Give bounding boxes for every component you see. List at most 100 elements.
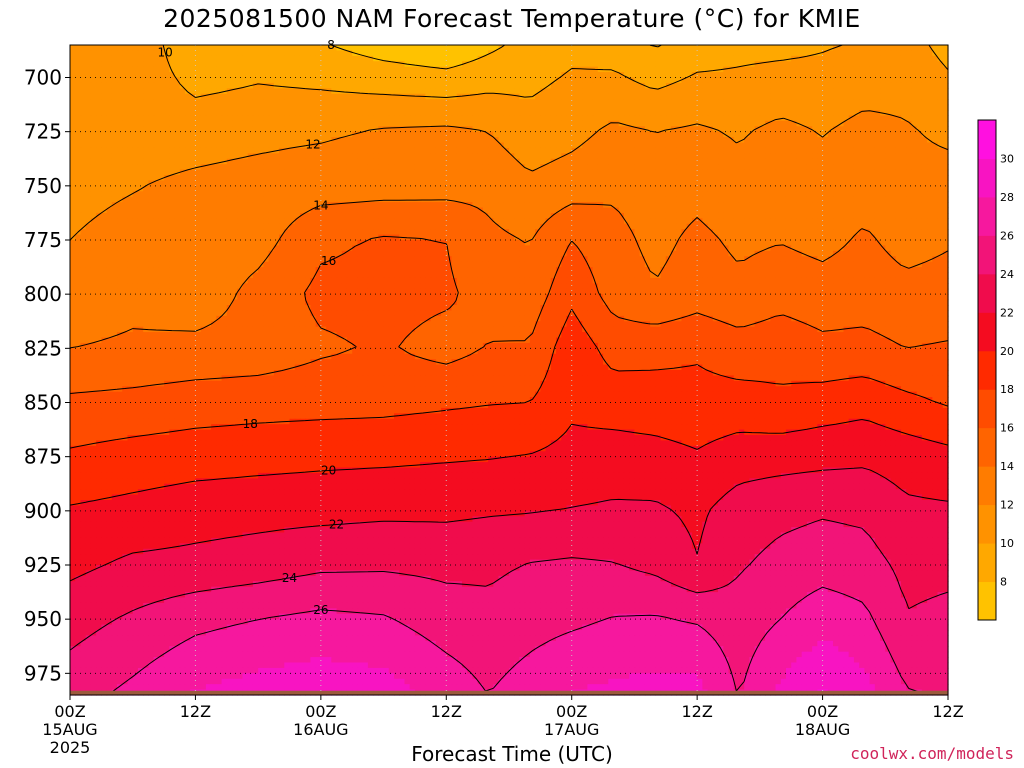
heatmap-cell xyxy=(802,88,808,94)
heatmap-cell xyxy=(326,61,332,67)
heatmap-cell xyxy=(619,105,625,111)
heatmap-cell xyxy=(80,164,86,170)
heatmap-cell xyxy=(112,148,118,154)
heatmap-cell xyxy=(525,105,531,111)
heatmap-cell xyxy=(681,191,687,197)
heatmap-cell xyxy=(242,175,248,181)
heatmap-cell xyxy=(425,143,431,149)
heatmap-cell xyxy=(237,132,243,138)
heatmap-cell xyxy=(681,148,687,154)
heatmap-cell xyxy=(770,83,776,89)
heatmap-cell xyxy=(556,105,562,111)
heatmap-cell xyxy=(593,83,599,89)
heatmap-cell xyxy=(154,153,160,159)
heatmap-cell xyxy=(378,115,384,121)
heatmap-cell xyxy=(138,191,144,197)
heatmap-cell xyxy=(614,88,620,94)
heatmap-cell xyxy=(404,88,410,94)
heatmap-cell xyxy=(175,143,181,149)
heatmap-cell xyxy=(295,115,301,121)
heatmap-cell xyxy=(472,191,478,197)
heatmap-cell xyxy=(692,153,698,159)
heatmap-cell xyxy=(880,197,886,203)
heatmap-cell xyxy=(237,137,243,143)
heatmap-cell xyxy=(195,191,201,197)
heatmap-cell xyxy=(514,143,520,149)
heatmap-cell xyxy=(122,110,128,116)
heatmap-cell xyxy=(849,126,855,132)
heatmap-cell xyxy=(352,110,358,116)
heatmap-cell xyxy=(195,121,201,127)
heatmap-cell xyxy=(410,164,416,170)
heatmap-cell xyxy=(891,99,897,105)
heatmap-cell xyxy=(718,143,724,149)
heatmap-cell xyxy=(493,153,499,159)
heatmap-cell xyxy=(891,159,897,165)
heatmap-cell xyxy=(634,148,640,154)
heatmap-cell xyxy=(185,61,191,67)
heatmap-cell xyxy=(896,88,902,94)
heatmap-cell xyxy=(222,180,228,186)
heatmap-cell xyxy=(556,121,562,127)
heatmap-cell xyxy=(650,202,656,208)
heatmap-cell xyxy=(843,50,849,56)
heatmap-cell xyxy=(624,175,630,181)
heatmap-cell xyxy=(514,191,520,197)
heatmap-cell xyxy=(854,78,860,84)
heatmap-cell xyxy=(603,159,609,165)
heatmap-cell xyxy=(702,148,708,154)
heatmap-cell xyxy=(143,175,149,181)
heatmap-cell xyxy=(425,164,431,170)
heatmap-cell xyxy=(363,78,369,84)
heatmap-cell xyxy=(713,164,719,170)
heatmap-cell xyxy=(854,45,860,51)
heatmap-cell xyxy=(901,175,907,181)
heatmap-cell xyxy=(227,148,233,154)
heatmap-cell xyxy=(629,115,635,121)
heatmap-cell xyxy=(593,88,599,94)
heatmap-cell xyxy=(263,175,269,181)
heatmap-cell xyxy=(488,137,494,143)
heatmap-cell xyxy=(802,67,808,73)
heatmap-cell xyxy=(290,186,296,192)
heatmap-cell xyxy=(86,94,92,100)
heatmap-cell xyxy=(410,186,416,192)
heatmap-cell xyxy=(833,67,839,73)
heatmap-cell xyxy=(143,143,149,149)
heatmap-cell xyxy=(906,99,912,105)
heatmap-cell xyxy=(467,121,473,127)
heatmap-cell xyxy=(624,83,630,89)
heatmap-cell xyxy=(577,45,583,51)
heatmap-cell xyxy=(723,186,729,192)
heatmap-cell xyxy=(556,197,562,203)
heatmap-cell xyxy=(467,164,473,170)
heatmap-cell xyxy=(901,94,907,100)
heatmap-cell xyxy=(159,94,165,100)
heatmap-cell xyxy=(378,191,384,197)
heatmap-cell xyxy=(614,45,620,51)
heatmap-cell xyxy=(143,170,149,176)
heatmap-cell xyxy=(452,45,458,51)
heatmap-cell xyxy=(410,56,416,62)
heatmap-cell xyxy=(441,88,447,94)
heatmap-cell xyxy=(593,78,599,84)
heatmap-cell xyxy=(885,56,891,62)
heatmap-cell xyxy=(337,175,343,181)
heatmap-cell xyxy=(337,197,343,203)
heatmap-cell xyxy=(504,159,510,165)
heatmap-cell xyxy=(180,175,186,181)
heatmap-cell xyxy=(645,132,651,138)
heatmap-cell xyxy=(556,50,562,56)
heatmap-cell xyxy=(154,126,160,132)
heatmap-cell xyxy=(587,191,593,197)
heatmap-cell xyxy=(504,126,510,132)
heatmap-cell xyxy=(148,67,154,73)
heatmap-cell xyxy=(582,132,588,138)
heatmap-cell xyxy=(723,164,729,170)
heatmap-cell xyxy=(927,191,933,197)
heatmap-cell xyxy=(582,50,588,56)
heatmap-cell xyxy=(891,175,897,181)
heatmap-cell xyxy=(483,121,489,127)
heatmap-cell xyxy=(269,186,275,192)
heatmap-cell xyxy=(384,186,390,192)
